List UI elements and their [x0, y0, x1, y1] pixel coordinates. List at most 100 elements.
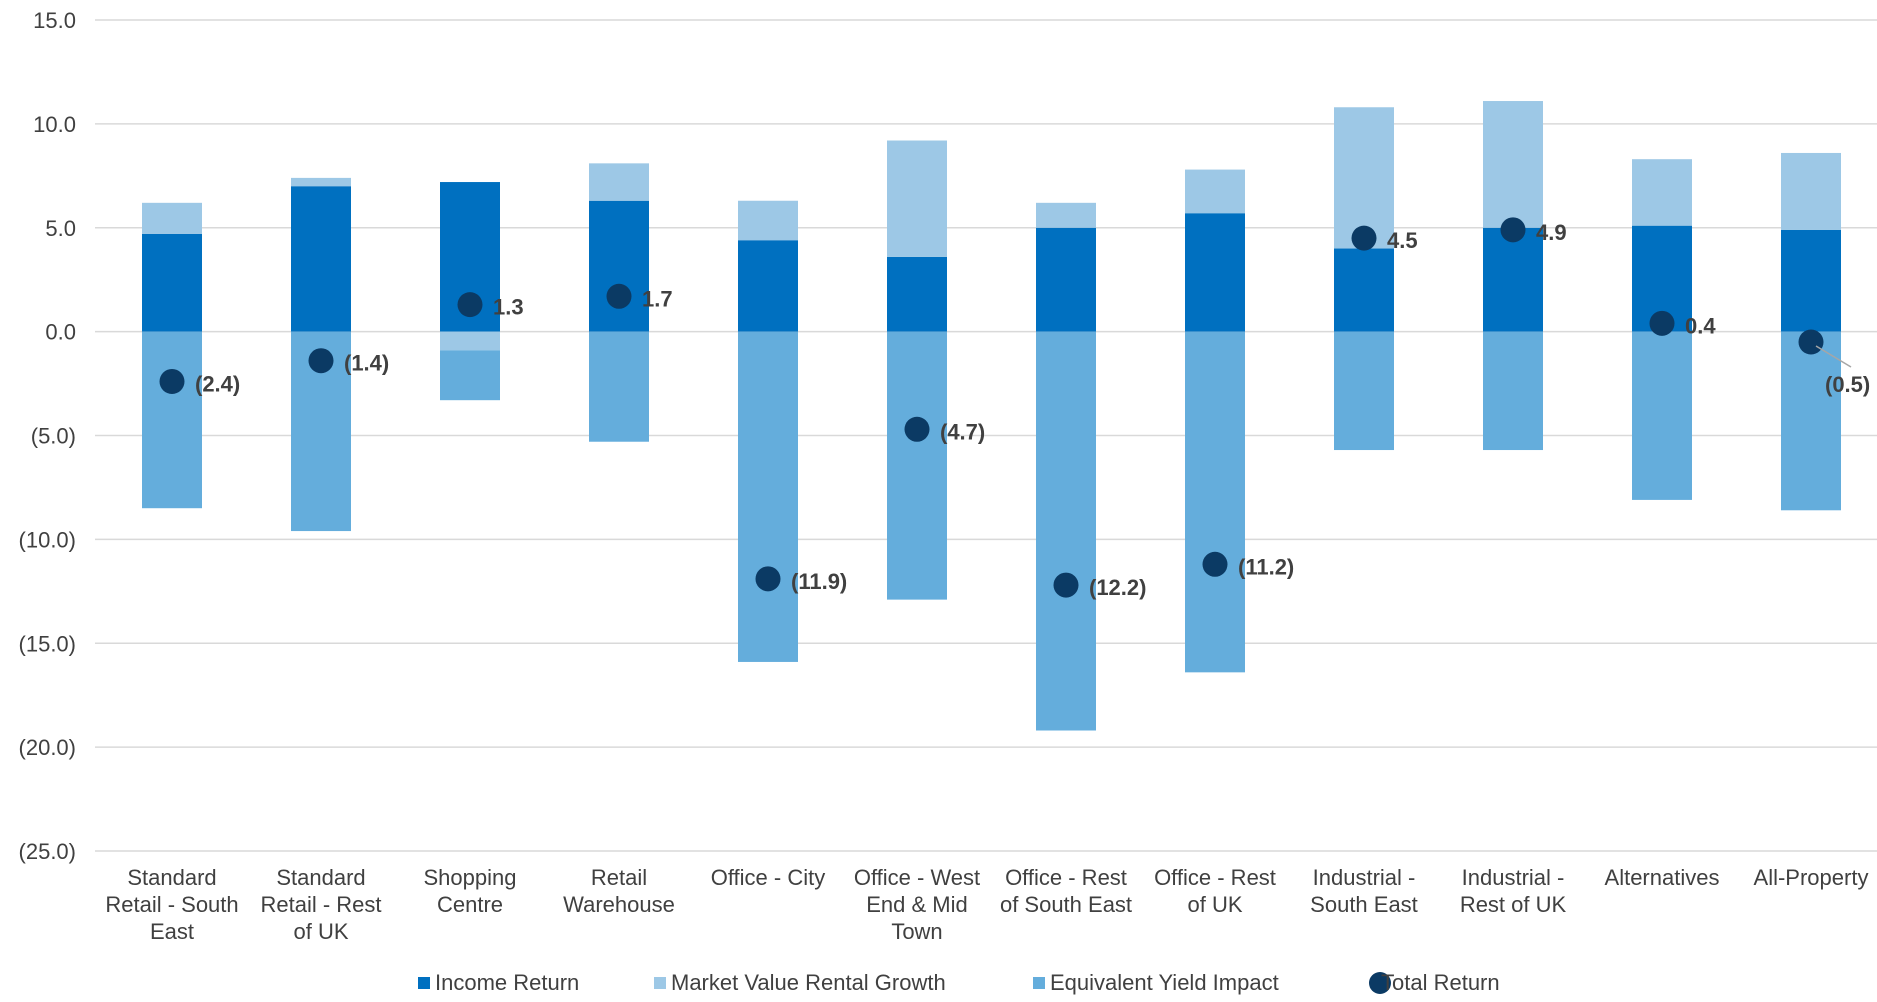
total-return-data-label: (2.4)	[195, 371, 240, 396]
x-tick-label: Office - Rest	[1005, 865, 1127, 890]
x-tick-label: Centre	[437, 892, 503, 917]
bar-income-return	[1036, 227, 1096, 332]
total-return-data-label: 0.4	[1685, 313, 1716, 338]
total-return-marker	[1351, 225, 1377, 251]
bar-market-value-rental-growth	[589, 163, 649, 201]
x-tick-label: All-Property	[1754, 865, 1869, 890]
total-return-data-label: 1.7	[642, 286, 673, 311]
total-return-data-label: 1.3	[493, 295, 524, 320]
legend-item-equivalent-yield-impact: Equivalent Yield Impact	[1033, 970, 1279, 995]
y-tick-label: 10.0	[33, 112, 76, 137]
label-leader-line	[1815, 345, 1852, 368]
x-tick-label: Industrial -	[1313, 865, 1416, 890]
y-tick-label: 15.0	[33, 8, 76, 33]
bar-market-value-rental-growth	[1036, 202, 1096, 228]
bar-equivalent-yield-impact	[887, 331, 947, 600]
total-return-data-label: (11.2)	[1238, 554, 1294, 579]
total-return-marker	[1798, 329, 1824, 355]
y-tick-label: (15.0)	[19, 631, 76, 656]
legend-item-income-return: Income Return	[418, 970, 579, 995]
x-tick-label: Warehouse	[563, 892, 675, 917]
bar-equivalent-yield-impact	[1334, 331, 1394, 451]
total-return-marker	[904, 416, 930, 442]
bar-market-value-rental-growth	[738, 200, 798, 241]
x-tick-label: Office - West	[854, 865, 980, 890]
legend: Income Return Market Value Rental Growth E…	[418, 970, 1500, 995]
total-return-marker	[1053, 572, 1079, 598]
y-tick-label: 5.0	[45, 216, 76, 241]
x-tick-label: Shopping	[424, 865, 517, 890]
total-return-data-label: (4.7)	[940, 419, 985, 444]
bar-income-return	[1781, 229, 1841, 332]
total-return-markers: (2.4) (1.4) 1.3 1.7 (11.9) (4.7) (12.2) (11.2) 4…	[159, 217, 1870, 600]
bar-income-return	[589, 200, 649, 332]
y-tick-label: (10.0)	[19, 527, 76, 552]
total-return-marker	[159, 368, 185, 394]
legend-swatch	[1369, 972, 1391, 994]
y-tick-label: (20.0)	[19, 735, 76, 760]
bar-market-value-rental-growth	[1483, 101, 1543, 228]
total-return-data-label: (11.9)	[791, 569, 847, 594]
bar-equivalent-yield-impact	[1632, 331, 1692, 500]
bar-equivalent-yield-impact	[440, 350, 500, 401]
x-tick-label: of UK	[293, 919, 348, 944]
total-return-data-label: (0.5)	[1825, 372, 1870, 397]
legend-swatch	[654, 977, 666, 989]
bar-income-return	[738, 240, 798, 332]
x-tick-label: Standard	[276, 865, 365, 890]
x-tick-label: of UK	[1187, 892, 1242, 917]
x-tick-label: Alternatives	[1605, 865, 1720, 890]
bar-equivalent-yield-impact	[589, 331, 649, 442]
y-tick-label: (25.0)	[19, 839, 76, 864]
total-return-marker	[1202, 551, 1228, 577]
total-return-marker	[308, 348, 334, 374]
total-return-marker	[606, 283, 632, 309]
bar-equivalent-yield-impact	[1483, 331, 1543, 451]
total-return-data-label: 4.9	[1536, 220, 1567, 245]
bar-market-value-rental-growth	[887, 140, 947, 257]
total-return-marker	[457, 292, 483, 318]
bar-income-return	[1483, 227, 1543, 332]
bar-market-value-rental-growth	[440, 331, 500, 351]
bar-equivalent-yield-impact	[1781, 331, 1841, 511]
x-tick-label: East	[150, 919, 194, 944]
x-tick-label: Retail - Rest	[260, 892, 381, 917]
bar-income-return	[142, 233, 202, 332]
bar-market-value-rental-growth	[142, 202, 202, 234]
legend-item-market-value-rental-growth: Market Value Rental Growth	[654, 970, 946, 995]
bar-market-value-rental-growth	[1334, 107, 1394, 249]
bar-income-return	[887, 256, 947, 332]
bar-income-return	[291, 186, 351, 332]
bar-income-return	[1185, 213, 1245, 332]
legend-swatch	[1033, 977, 1045, 989]
legend-label: Market Value Rental Growth	[671, 970, 946, 995]
total-return-data-label: (1.4)	[344, 351, 389, 376]
y-tick-label: (5.0)	[31, 424, 76, 449]
x-tick-label: South East	[1310, 892, 1418, 917]
x-tick-label: Office - Rest	[1154, 865, 1276, 890]
bar-market-value-rental-growth	[1781, 152, 1841, 230]
bar-income-return	[1334, 248, 1394, 332]
bar-market-value-rental-growth	[1185, 169, 1245, 214]
bar-equivalent-yield-impact	[738, 331, 798, 662]
total-return-marker	[1649, 310, 1675, 336]
x-tick-label: End & Mid	[866, 892, 968, 917]
x-tick-label: Town	[891, 919, 942, 944]
legend-label: Equivalent Yield Impact	[1050, 970, 1279, 995]
x-tick-label: Retail - South	[105, 892, 238, 917]
y-tick-label: 0.0	[45, 320, 76, 345]
legend-item-total-return: Total Return	[1369, 970, 1500, 995]
x-tick-label: Retail	[591, 865, 647, 890]
total-return-marker	[755, 566, 781, 592]
legend-label: Income Return	[435, 970, 579, 995]
total-return-marker	[1500, 217, 1526, 243]
x-tick-label: Industrial -	[1462, 865, 1565, 890]
bar-market-value-rental-growth	[291, 177, 351, 187]
bar-equivalent-yield-impact	[142, 331, 202, 509]
bar-equivalent-yield-impact	[1185, 331, 1245, 673]
total-return-data-label: 4.5	[1387, 228, 1418, 253]
total-return-data-label: (12.2)	[1089, 575, 1146, 600]
x-tick-label: Rest of UK	[1460, 892, 1567, 917]
